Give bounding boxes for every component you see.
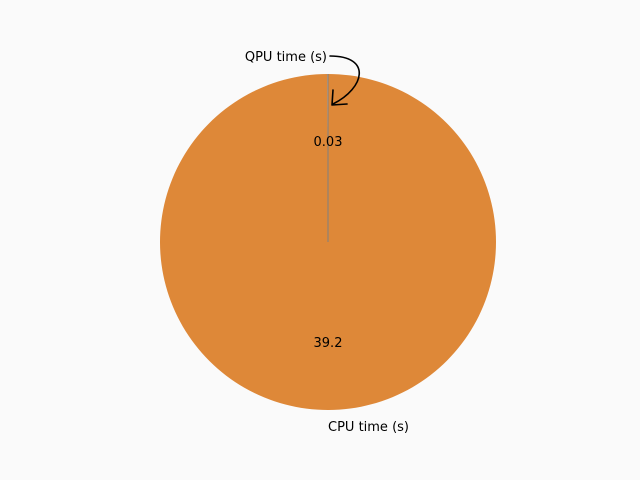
legend-label-cpu: CPU time (s) (328, 420, 409, 435)
value-label-cpu: 39.2 (314, 336, 343, 351)
pie-slices (159, 74, 496, 410)
value-label-qpu: 0.03 (314, 135, 343, 150)
legend-label-qpu: QPU time (s) (245, 50, 327, 65)
qpu-annotation-arrow (329, 55, 360, 105)
qpu-arrow-head (331, 89, 348, 106)
